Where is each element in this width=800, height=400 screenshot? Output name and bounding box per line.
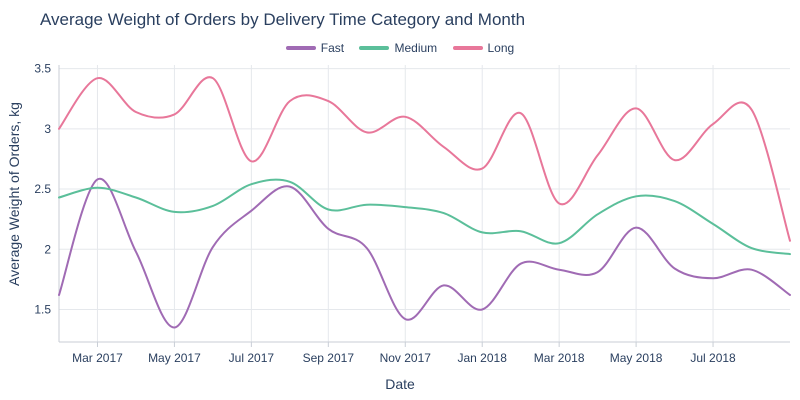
series-line-fast [58, 178, 791, 329]
y-axis-title: Average Weight of Orders, kg [6, 102, 22, 286]
legend-item-fast[interactable]: Fast [285, 41, 345, 55]
y-tick-label: 2.5 [34, 182, 51, 196]
y-tick-label: 1.5 [34, 302, 51, 316]
legend-label-fast: Fast [320, 41, 345, 55]
x-tick-label: Nov 2017 [380, 351, 432, 365]
legend-item-medium[interactable]: Medium [359, 41, 437, 55]
x-tick-label: May 2017 [148, 351, 201, 365]
legend-item-long[interactable]: Long [452, 41, 515, 55]
y-tick-label: 3.5 [34, 62, 51, 76]
x-axis-title: Date [385, 376, 415, 392]
x-tick-label: Mar 2018 [534, 351, 585, 365]
x-tick-label: Mar 2017 [72, 351, 123, 365]
legend: Fast Medium Long [0, 39, 800, 55]
legend-label-long: Long [487, 41, 515, 55]
legend-swatch-medium [359, 46, 390, 50]
x-tick-label: Jul 2018 [690, 351, 736, 365]
legend-label-medium: Medium [394, 41, 438, 55]
x-tick-label: May 2018 [610, 351, 663, 365]
series-line-long [58, 76, 791, 242]
series-line-medium [58, 178, 791, 256]
x-tick-label: Jul 2017 [229, 351, 275, 365]
x-tick-label: Jan 2018 [458, 351, 508, 365]
legend-swatch-fast [285, 46, 316, 50]
legend-swatch-long [452, 46, 483, 50]
chart-title: Average Weight of Orders by Delivery Tim… [40, 10, 526, 29]
y-tick-label: 2 [44, 242, 51, 256]
y-tick-label: 3 [44, 122, 51, 136]
x-tick-label: Sep 2017 [303, 351, 355, 365]
